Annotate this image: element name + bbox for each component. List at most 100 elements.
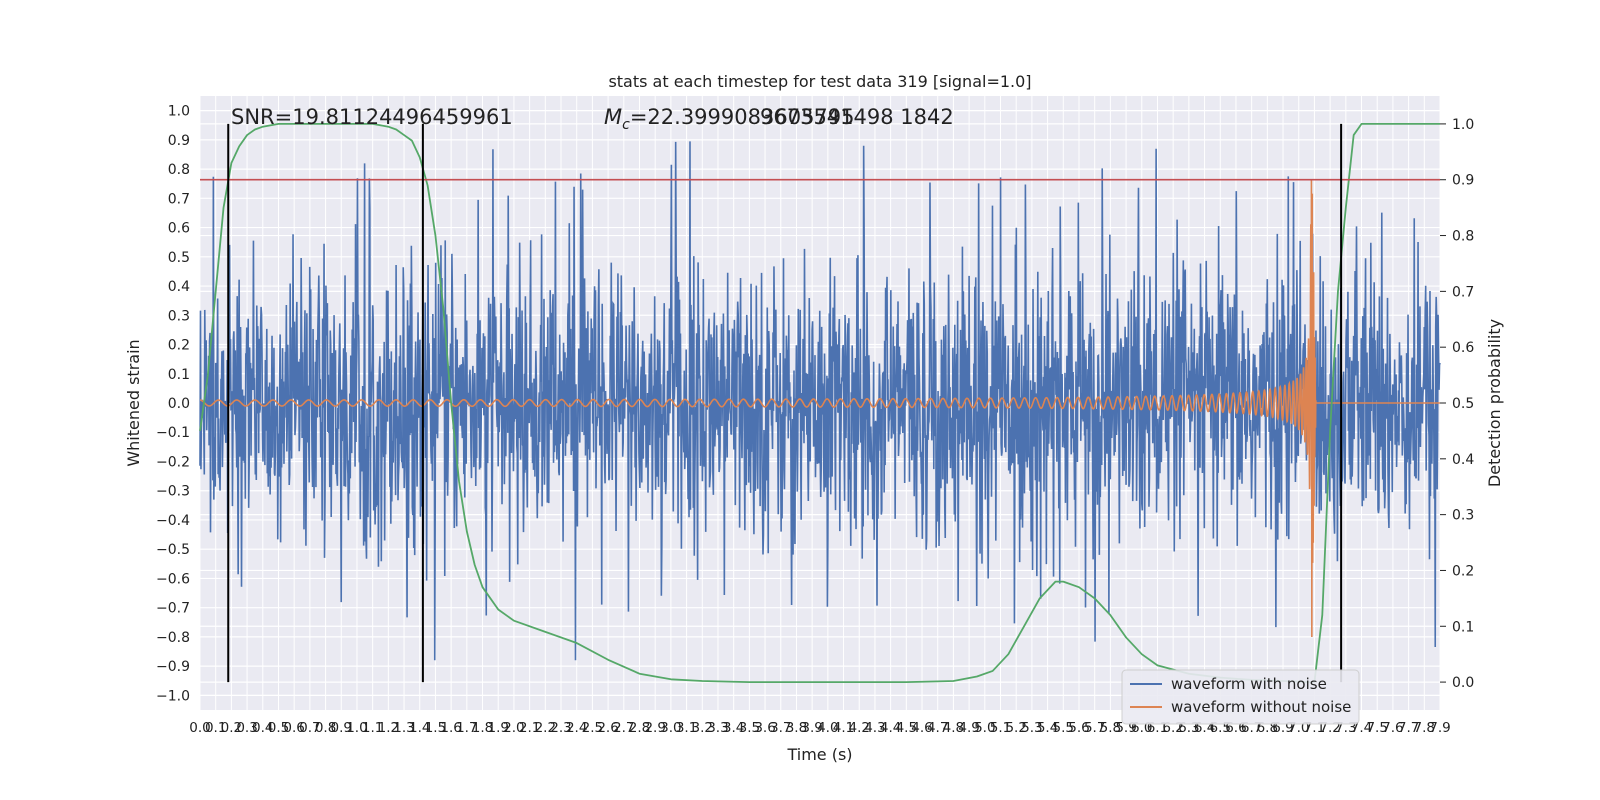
x-tick-label: 3.4 [723,720,744,736]
series-waveform-without-noise [200,178,1440,637]
x-tick-label: 0.6 [283,720,304,736]
x-tick-label: 2.6 [597,720,618,736]
x-tick-label: 4.8 [943,720,964,736]
x-tick-label: 4.0 [817,720,838,736]
chart-title: stats at each timestep for test data 319… [608,72,1031,91]
y-tick-label: −0.7 [156,601,190,617]
x-tick-label: 2.1 [519,720,540,736]
x-tick-label: 3.0 [660,720,681,736]
x-tick-label: 5.2 [1005,720,1026,736]
y-tick-label-right: 1.0 [1452,117,1474,133]
y-tick-label: 0.1 [168,367,190,383]
annotation-mc-value: =22.3999083605795 [630,105,855,129]
y-tick-label: −0.6 [156,571,190,587]
x-tick-label: 2.0 [503,720,524,736]
y-tick-label: 0.8 [168,162,190,178]
x-tick-label: 2.3 [550,720,571,736]
legend-box [1121,669,1360,725]
series-waveform-with-noise [199,141,1441,661]
x-tick-label: 0.1 [205,720,226,736]
annotation-snr: SNR=19.81124496459961 [231,105,513,129]
x-tick-label: 3.2 [692,720,713,736]
x-tick-label: 2.7 [613,720,634,736]
y-tick-label: −0.2 [156,454,190,470]
y-tick-label-right: 0.8 [1452,229,1474,245]
y-tick-label-right: 0.2 [1452,563,1474,579]
x-tick-label: 1.7 [456,720,477,736]
x-tick-label: 5.6 [1068,720,1089,736]
x-tick-label: 0.5 [268,720,289,736]
y-tick-label-right: 0.1 [1452,619,1474,635]
x-tick-label: 1.0 [346,720,367,736]
legend: waveform with noise waveform without noi… [1121,669,1360,725]
x-tick-label: 3.6 [754,720,775,736]
y-tick-label: −1.0 [156,688,190,704]
x-tick-label: 4.4 [880,720,901,736]
x-tick-label: 4.7 [927,720,948,736]
y-tick-label-right: 0.3 [1452,508,1474,524]
y-tick-label-right: 0.9 [1452,173,1474,189]
y-tick-label: 0.4 [168,279,190,295]
annotation-mc-sub: c [622,117,630,133]
x-tick-label: 0.7 [299,720,320,736]
x-tick-label: 7.8 [1414,720,1435,736]
x-ticks: 0.00.10.20.30.40.50.60.70.80.91.01.11.21… [189,720,1450,736]
y-tick-label-right: 0.5 [1452,396,1474,412]
vertical-marker-lines [227,123,1343,683]
legend-label-noisy: waveform with noise [1171,675,1327,693]
y-tick-label: 1.0 [168,104,190,120]
y-tick-label: 0.7 [168,191,190,207]
x-tick-label: 2.4 [566,720,587,736]
x-tick-label: 3.1 [676,720,697,736]
x-tick-label: 0.8 [315,720,336,736]
x-tick-label: 3.5 [739,720,760,736]
x-tick-label: 4.5 [896,720,917,736]
y-tick-label: −0.4 [156,513,190,529]
x-tick-label: 4.3 [864,720,885,736]
y-tick-label: 0.9 [168,133,190,149]
y-tick-label-right: 0.6 [1452,340,1474,356]
annotation-overlap: 9673541498 1842 [760,105,954,129]
x-tick-label: 0.2 [221,720,242,736]
y-tick-label: 0.2 [168,338,190,354]
x-tick-label: 3.9 [801,720,822,736]
y-ticks-right: 0.0 0.1 0.2 0.3 0.4 0.5 0.6 0.7 0.8 0.9 1.0 [1440,117,1474,691]
x-tick-label: 5.1 [990,720,1011,736]
x-tick-label: 1.4 [409,720,430,736]
x-tick-label: 4.9 [958,720,979,736]
x-tick-label: 1.2 [378,720,399,736]
x-tick-label: 0.4 [252,720,273,736]
y-axis-label-right: Detection probability [1485,319,1504,487]
x-tick-label: 7.7 [1398,720,1419,736]
legend-label-clean: waveform without noise [1171,698,1351,716]
x-tick-label: 5.3 [1021,720,1042,736]
y-tick-label: −0.5 [156,542,190,558]
x-tick-label: 1.1 [362,720,383,736]
y-tick-label: 0.5 [168,250,190,266]
y-tick-label-right: 0.4 [1452,452,1474,468]
x-axis-label: Time (s) [786,745,852,764]
x-tick-label: 3.8 [786,720,807,736]
annotation-mc: Mc=22.3999083605795 [604,105,855,133]
x-tick-label: 7.6 [1382,720,1403,736]
x-tick-label: 5.5 [1053,720,1074,736]
y-tick-label: −0.1 [156,425,190,441]
x-tick-label: 1.6 [440,720,461,736]
x-tick-label: 5.4 [1037,720,1058,736]
x-tick-label: 2.9 [644,720,665,736]
x-tick-label: 0.3 [236,720,257,736]
x-tick-label: 4.6 [911,720,932,736]
x-tick-label: 1.9 [487,720,508,736]
clean-waveform-line [200,178,1440,637]
x-tick-label: 2.2 [535,720,556,736]
x-tick-label: 7.9 [1429,720,1450,736]
x-tick-label: 7.5 [1366,720,1387,736]
x-tick-label: 0.0 [189,720,210,736]
x-tick-label: 5.7 [1084,720,1105,736]
y-tick-label: −0.3 [156,484,190,500]
x-tick-label: 4.1 [833,720,854,736]
x-tick-label: 3.7 [770,720,791,736]
x-tick-label: 1.3 [393,720,414,736]
x-tick-label: 2.5 [582,720,603,736]
x-tick-label: 3.3 [707,720,728,736]
